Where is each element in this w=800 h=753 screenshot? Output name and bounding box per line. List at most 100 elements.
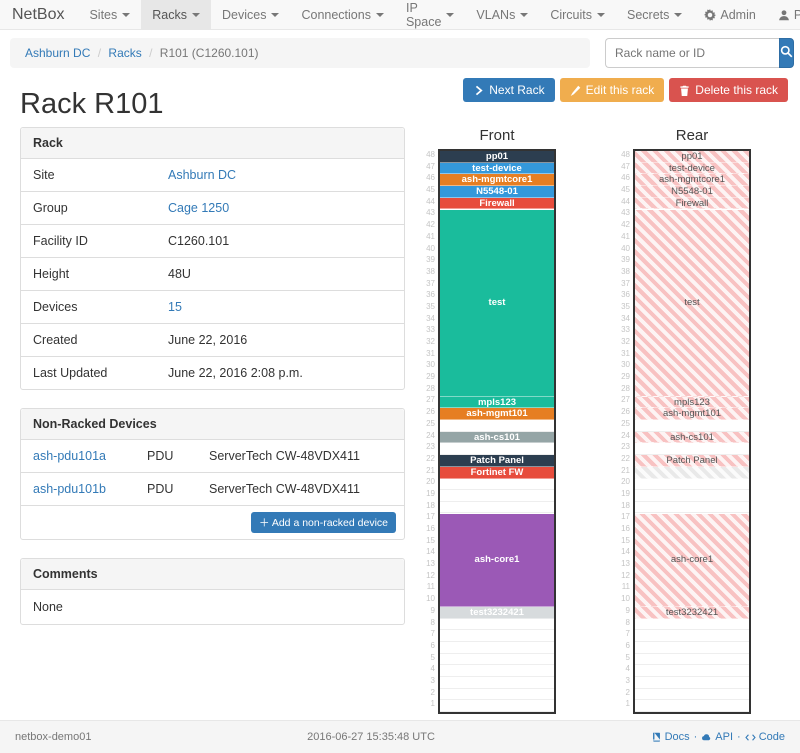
panel-footer: ＋ Add a non-racked device [21,506,404,539]
attr-value: June 22, 2016 2:08 p.m. [168,366,303,380]
rack-device-firewall[interactable]: Firewall [440,197,554,210]
rack-elevations: Front 48 47 46 45 44 43 42 41 40 39 38 37 36 35 34 33 32… [425,127,751,714]
empty-unit [635,443,749,455]
rack-device-n5548-01[interactable]: N5548-01 [440,186,554,198]
unit-number: 29 [426,372,435,382]
comments-body: None [33,600,63,614]
nav-connections[interactable]: Connections [290,0,395,29]
empty-unit [635,689,749,701]
unit-number: 6 [430,640,435,650]
search-input[interactable] [605,38,779,68]
unit-number: 16 [621,524,630,533]
unit-number: 44 [621,196,630,206]
nav-racks[interactable]: Racks [141,0,211,29]
empty-unit [635,700,749,712]
rack-device-ash-mgmt101[interactable]: ash-mgmt101 [440,408,554,421]
attr-label: Devices [33,300,78,314]
profile-link[interactable]: Profile [767,0,800,29]
unit-number: 15 [426,535,435,545]
breadcrumb-racks[interactable]: Racks [108,46,142,60]
empty-unit [635,630,749,642]
attr-label: Group [33,201,68,215]
device-link[interactable]: ash-pdu101b [33,482,106,496]
unit-number: 2 [430,687,435,697]
brand-netbox[interactable]: NetBox [12,5,65,23]
chevron-down-icon [375,12,384,17]
footer-timestamp: 2016-06-27 15:35:48 UTC [307,731,435,743]
attr-value: 48U [168,267,191,281]
rack-device-test-device[interactable]: test-device [440,162,554,175]
rack-search [605,38,794,68]
code-label: Code [758,731,785,743]
unit-number: 2 [625,687,630,697]
unit-number: 26 [621,407,630,417]
next-rack-button[interactable]: Next Rack [463,78,555,102]
search-button[interactable] [779,38,794,68]
edit-rack-button[interactable]: Edit this rack [559,78,665,102]
code-link[interactable]: Code [745,731,785,743]
unit-number: 34 [426,313,435,323]
chevron-down-icon [520,12,529,17]
site-link[interactable]: Ashburn DC [168,168,237,182]
empty-unit [440,478,554,490]
unit-number: 43 [426,208,435,218]
rack-device-ash-core1[interactable]: ash-core1 [440,513,554,608]
unit-number: 26 [426,407,435,417]
unit-number: 38 [621,266,630,276]
title-row: Rack R101 Next Rack Edit this rack Delet… [20,78,788,121]
chevron-right-icon [473,85,484,96]
rack-device-pp01[interactable]: pp01 [440,151,554,163]
unit-number: 41 [426,231,435,241]
attr-row-last-updated: Last Updated June 22, 2016 2:08 p.m. [21,357,404,389]
unit-number: 33 [621,325,630,335]
nav-ip-space[interactable]: IP Space [395,0,465,29]
unit-number: 30 [426,360,435,370]
attr-row-facility-id: Facility ID C1260.101 [21,225,404,258]
unit-number: 25 [426,418,435,428]
rack-device-ash-core1: ash-core1 [635,513,749,608]
unit-number: 36 [621,290,630,300]
nav-devices[interactable]: Devices [211,0,290,29]
unit-number: 11 [621,582,630,592]
delete-rack-button[interactable]: Delete this rack [669,78,788,102]
unit-number: 18 [621,500,630,510]
api-link[interactable]: API [701,731,733,743]
group-link[interactable]: Cage 1250 [168,201,230,215]
attr-row-height: Height 48U [21,258,404,291]
empty-unit [635,642,749,654]
admin-link[interactable]: Admin [693,0,766,29]
table-row: ash-pdu101a PDU ServerTech CW-48VDX411 [21,440,404,473]
nav-vlans[interactable]: VLANs [465,0,539,29]
unit-number: 9 [430,605,435,615]
unit-number: 37 [426,278,435,288]
unit-number: 14 [426,547,435,557]
comments-panel: Comments None [20,558,405,625]
rack-device-patch-panel[interactable]: Patch Panel [440,455,554,467]
rack-device-fortinet-fw[interactable]: Fortinet FW [440,466,554,479]
device-link[interactable]: ash-pdu101a [33,449,106,463]
unit-number: 48 [621,150,630,159]
unit-number: 31 [426,348,435,358]
devices-count-link[interactable]: 15 [168,300,182,314]
unit-number: 44 [426,196,435,206]
nav-secrets[interactable]: Secrets [616,0,693,29]
rack-device-ash-mgmtcore1[interactable]: ash-mgmtcore1 [440,174,554,187]
add-non-racked-device-button[interactable]: ＋ Add a non-racked device [251,512,396,533]
unit-number: 28 [621,383,630,393]
rack-device-mpls123[interactable]: mpls123 [440,396,554,409]
front-rack-wrap: 48 47 46 45 44 43 42 41 40 39 38 37 36 35 34 33 32 31 30 29… [425,149,556,714]
footer-separator: · [737,731,741,743]
unit-number: 7 [430,629,435,639]
nav-sites[interactable]: Sites [78,0,141,29]
rack-device-test[interactable]: test [440,209,554,397]
empty-unit [440,502,554,514]
breadcrumb-site[interactable]: Ashburn DC [25,46,91,60]
rack-device-ash-cs101[interactable]: ash-cs101 [440,431,554,444]
unit-number: 19 [621,488,630,498]
empty-unit [440,420,554,432]
docs-link[interactable]: Docs [651,731,690,743]
nav-circuits[interactable]: Circuits [539,0,616,29]
rack-device-test3232421[interactable]: test3232421 [440,607,554,619]
gear-icon [704,8,717,21]
profile-label: Profile [793,7,800,22]
